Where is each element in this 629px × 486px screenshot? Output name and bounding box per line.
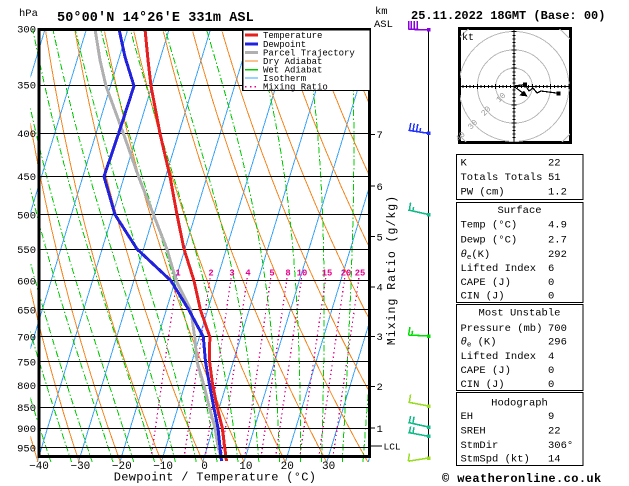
svg-text:20: 20 <box>281 461 294 473</box>
svg-text:700: 700 <box>17 333 36 345</box>
svg-text:km: km <box>375 6 388 18</box>
svg-text:Temp (°C): Temp (°C) <box>461 220 518 232</box>
svg-text:7: 7 <box>377 130 383 142</box>
svg-text:350: 350 <box>17 81 36 93</box>
svg-text:Wet Adiabat: Wet Adiabat <box>263 66 322 76</box>
svg-text:4: 4 <box>548 351 554 363</box>
svg-text:8: 8 <box>285 269 290 279</box>
svg-text:Isotherm: Isotherm <box>263 74 306 84</box>
svg-text:LCL: LCL <box>384 442 401 453</box>
svg-text:10: 10 <box>297 269 308 279</box>
svg-text:296: 296 <box>548 337 567 349</box>
svg-text:Dewpoint / Temperature (°C): Dewpoint / Temperature (°C) <box>114 471 317 485</box>
svg-text:CIN (J): CIN (J) <box>461 291 505 303</box>
svg-text:9: 9 <box>548 411 554 423</box>
svg-text:4.9: 4.9 <box>548 220 567 232</box>
svg-text:0: 0 <box>548 277 554 289</box>
svg-text:CIN (J): CIN (J) <box>461 379 505 391</box>
svg-text:10: 10 <box>239 461 252 473</box>
svg-text:θe(K): θe(K) <box>461 249 491 262</box>
svg-text:Dewpoint: Dewpoint <box>263 40 306 50</box>
svg-text:51: 51 <box>548 172 561 184</box>
svg-text:Temperature: Temperature <box>263 31 322 41</box>
svg-text:550: 550 <box>17 245 36 257</box>
svg-text:−40: −40 <box>29 461 49 473</box>
svg-text:1.2: 1.2 <box>548 187 567 199</box>
svg-text:750: 750 <box>17 358 36 370</box>
svg-text:500: 500 <box>17 210 36 222</box>
svg-text:2.7: 2.7 <box>548 234 567 246</box>
svg-text:K: K <box>461 158 468 170</box>
svg-text:4: 4 <box>377 283 383 295</box>
svg-text:−20: −20 <box>112 461 132 473</box>
svg-text:950: 950 <box>17 444 36 456</box>
svg-text:ASL: ASL <box>374 19 393 31</box>
svg-text:6: 6 <box>377 182 383 194</box>
svg-text:600: 600 <box>17 277 36 289</box>
svg-text:292: 292 <box>548 249 567 261</box>
svg-text:25.11.2022 18GMT (Base: 00): 25.11.2022 18GMT (Base: 00) <box>411 9 605 23</box>
svg-text:© weatheronline.co.uk: © weatheronline.co.uk <box>442 472 602 486</box>
svg-text:5: 5 <box>269 269 274 279</box>
svg-text:6: 6 <box>548 263 554 275</box>
svg-text:hPa: hPa <box>19 8 38 20</box>
svg-text:20: 20 <box>341 269 352 279</box>
svg-text:Pressure (mb): Pressure (mb) <box>461 323 543 335</box>
svg-text:−30: −30 <box>70 461 90 473</box>
svg-text:StmDir: StmDir <box>461 440 499 452</box>
svg-text:306°: 306° <box>548 440 573 452</box>
svg-text:1: 1 <box>377 424 383 436</box>
svg-text:Lifted Index: Lifted Index <box>461 263 537 275</box>
svg-text:30: 30 <box>322 461 335 473</box>
svg-text:4: 4 <box>245 269 251 279</box>
svg-text:Surface: Surface <box>497 205 541 217</box>
svg-text:14: 14 <box>548 454 561 466</box>
svg-text:50°00'N 14°26'E 331m ASL: 50°00'N 14°26'E 331m ASL <box>57 11 254 26</box>
svg-text:650: 650 <box>17 306 36 318</box>
svg-text:Hodograph: Hodograph <box>491 398 548 410</box>
svg-text:0: 0 <box>201 461 208 473</box>
svg-text:800: 800 <box>17 381 36 393</box>
svg-text:Mixing Ratio (g/kg): Mixing Ratio (g/kg) <box>386 195 399 345</box>
svg-text:0: 0 <box>548 291 554 303</box>
svg-text:Lifted Index: Lifted Index <box>461 351 537 363</box>
svg-text:Dry Adiabat: Dry Adiabat <box>263 57 322 67</box>
svg-text:5: 5 <box>377 232 383 244</box>
svg-text:CAPE (J): CAPE (J) <box>461 277 511 289</box>
svg-text:22: 22 <box>548 158 561 170</box>
svg-text:25: 25 <box>355 269 366 279</box>
svg-text:−10: −10 <box>153 461 173 473</box>
svg-text:PW (cm): PW (cm) <box>461 187 505 199</box>
svg-text:Parcel Trajectory: Parcel Trajectory <box>263 49 355 59</box>
svg-text:θe (K): θe (K) <box>461 337 497 350</box>
svg-text:Mixing Ratio: Mixing Ratio <box>263 83 328 93</box>
svg-text:300: 300 <box>17 25 36 37</box>
svg-text:StmSpd (kt): StmSpd (kt) <box>461 454 530 466</box>
svg-text:EH: EH <box>461 411 474 423</box>
svg-text:0: 0 <box>548 379 554 391</box>
svg-text:Most Unstable: Most Unstable <box>479 308 561 320</box>
svg-text:2: 2 <box>377 382 383 394</box>
svg-text:1: 1 <box>175 269 180 279</box>
svg-text:15: 15 <box>322 269 333 279</box>
svg-text:3: 3 <box>377 332 383 344</box>
svg-text:900: 900 <box>17 424 36 436</box>
svg-text:SREH: SREH <box>461 425 486 437</box>
svg-text:700: 700 <box>548 323 567 335</box>
svg-text:22: 22 <box>548 425 561 437</box>
svg-text:kt: kt <box>462 32 474 44</box>
svg-text:400: 400 <box>17 129 36 141</box>
svg-text:2: 2 <box>208 269 213 279</box>
svg-text:Dewp (°C): Dewp (°C) <box>461 234 518 246</box>
svg-text:850: 850 <box>17 403 36 415</box>
svg-text:3: 3 <box>229 269 234 279</box>
svg-text:CAPE (J): CAPE (J) <box>461 365 511 377</box>
svg-text:450: 450 <box>17 172 36 184</box>
svg-text:Totals Totals: Totals Totals <box>461 172 543 184</box>
svg-text:0: 0 <box>548 365 554 377</box>
